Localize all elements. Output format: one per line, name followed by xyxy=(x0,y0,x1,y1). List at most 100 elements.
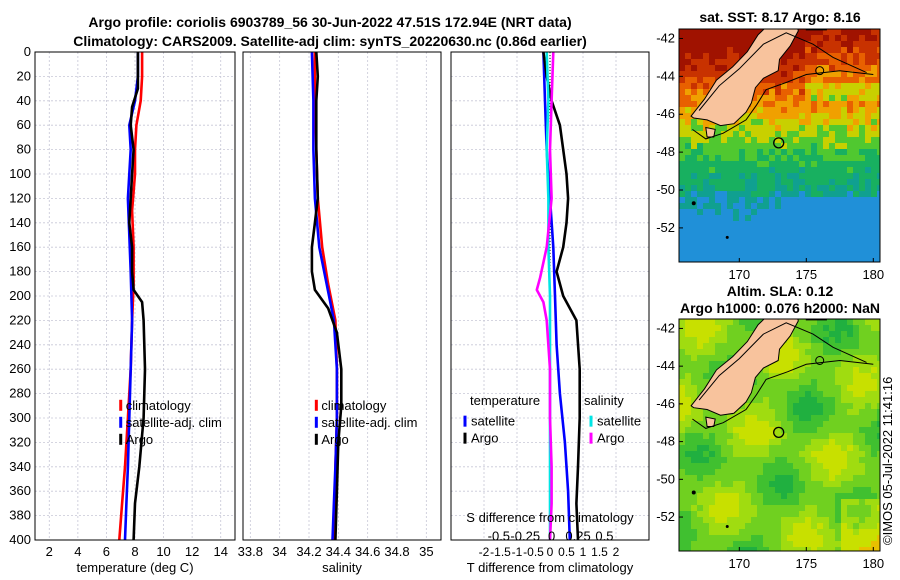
map-cell xyxy=(775,113,782,120)
map-cell xyxy=(835,77,842,84)
map-cell xyxy=(697,119,704,126)
map-cell xyxy=(817,35,824,42)
map-cell xyxy=(859,463,866,470)
map-cell xyxy=(679,415,686,422)
map-cell xyxy=(733,517,740,524)
map-cell xyxy=(775,439,782,446)
map-cell xyxy=(715,361,722,368)
temperature-legend-title: temperature xyxy=(470,393,540,408)
map-cell xyxy=(763,451,770,458)
map-cell xyxy=(841,179,848,186)
map-cell xyxy=(859,529,866,536)
map-cell xyxy=(763,227,770,234)
map-cell xyxy=(817,475,824,482)
map-cell xyxy=(781,427,788,434)
map-cell xyxy=(697,367,704,374)
map-cell xyxy=(781,221,788,228)
map-cell xyxy=(811,403,818,410)
map-cell xyxy=(871,415,878,422)
map-cell xyxy=(751,469,758,476)
map-cell xyxy=(709,427,716,434)
map-cell xyxy=(697,511,704,518)
map-cell xyxy=(727,469,734,476)
map-cell xyxy=(697,451,704,458)
map-cell xyxy=(877,155,880,162)
map-cell xyxy=(871,137,878,144)
map-cell xyxy=(685,397,692,404)
difference-axes-frame xyxy=(450,51,650,541)
map-cell xyxy=(685,367,692,374)
map-cell xyxy=(679,41,686,48)
map-cell xyxy=(733,233,740,240)
map-cell xyxy=(787,233,794,240)
map-cell xyxy=(871,487,878,494)
map-cell xyxy=(739,191,746,198)
map-cell xyxy=(787,379,794,386)
map-cell xyxy=(751,541,758,548)
map-cell xyxy=(817,337,824,344)
y-tick-label: 300 xyxy=(9,410,31,425)
map-cell xyxy=(739,137,746,144)
map-cell xyxy=(679,89,686,96)
map-cell xyxy=(685,361,692,368)
map-cell xyxy=(685,35,692,42)
map-cell xyxy=(763,125,770,132)
map-cell xyxy=(769,113,776,120)
map-cell xyxy=(679,191,686,198)
map-cell xyxy=(811,71,818,78)
salinity-x-tick-label: 34.2 xyxy=(296,544,321,559)
map-cell xyxy=(841,523,848,530)
map-cell xyxy=(703,29,710,36)
map-cell xyxy=(721,331,728,338)
map-cell xyxy=(805,403,812,410)
map-cell xyxy=(787,373,794,380)
map-cell xyxy=(805,469,812,476)
map-cell xyxy=(841,439,848,446)
map-cell xyxy=(685,137,692,144)
map-cell xyxy=(853,493,860,500)
map-cell xyxy=(691,331,698,338)
map-cell xyxy=(703,349,710,356)
map-cell xyxy=(877,137,880,144)
map-cell xyxy=(859,391,866,398)
map-cell xyxy=(727,197,734,204)
map-cell xyxy=(787,499,794,506)
map-cell xyxy=(793,403,800,410)
map-cell xyxy=(859,47,866,54)
map-cell xyxy=(841,463,848,470)
map-cell xyxy=(853,125,860,132)
map-cell xyxy=(841,457,848,464)
map-cell xyxy=(775,227,782,234)
map-cell xyxy=(739,523,746,530)
map-cell xyxy=(709,167,716,174)
map-cell xyxy=(745,143,752,150)
map-cell xyxy=(685,113,692,120)
map-cell xyxy=(835,221,842,228)
map-cell xyxy=(691,83,698,90)
map-cell xyxy=(823,373,830,380)
map-cell xyxy=(871,451,878,458)
map-cell xyxy=(751,149,758,156)
map-cell xyxy=(805,427,812,434)
map-cell xyxy=(769,137,776,144)
map-cell xyxy=(847,47,854,54)
map-cell xyxy=(829,337,836,344)
map-cell xyxy=(703,409,710,416)
map-cell xyxy=(709,319,716,326)
map-cell xyxy=(709,505,716,512)
map-cell xyxy=(871,421,878,428)
map-cell xyxy=(799,505,806,512)
map-cell xyxy=(871,95,878,102)
map-cell xyxy=(877,451,880,458)
map-cell xyxy=(697,475,704,482)
map-cell xyxy=(763,439,770,446)
map-cell xyxy=(847,197,854,204)
map-cell xyxy=(751,113,758,120)
map-cell xyxy=(853,397,860,404)
map-cell xyxy=(805,167,812,174)
map-cell xyxy=(841,203,848,210)
map-cell xyxy=(745,251,752,258)
map-cell xyxy=(811,215,818,222)
map-cell xyxy=(751,403,758,410)
map-cell xyxy=(775,433,782,440)
